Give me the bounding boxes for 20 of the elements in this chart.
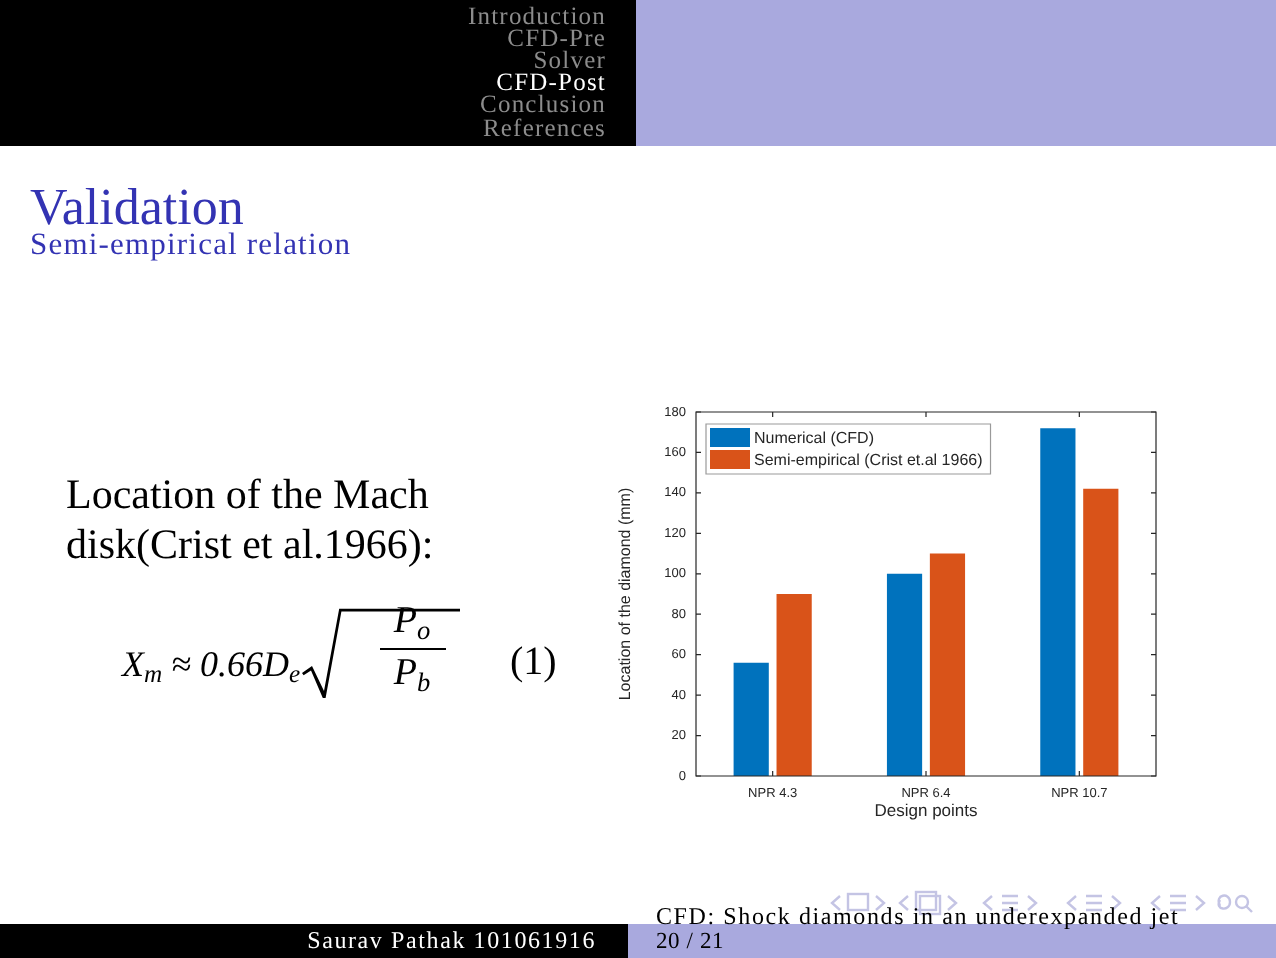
bar	[1040, 428, 1076, 776]
bar	[886, 573, 923, 776]
bar	[929, 553, 966, 776]
text: References	[482, 113, 606, 141]
text: (1)	[510, 640, 557, 684]
y-axis-title: Location of the diamond (mm)	[616, 487, 635, 701]
text: Saurav Pathak 101061916	[307, 926, 596, 954]
legend-label: Semi-empirical (Crist et.al 1966)	[754, 450, 984, 469]
x-axis-title: Design points	[874, 800, 978, 821]
text: P$_{b}$	[393, 652, 431, 697]
bar	[776, 594, 812, 776]
text: Semi-empirical relation	[30, 228, 352, 262]
legend-label: Numerical (CFD)	[754, 428, 875, 447]
bar	[1083, 488, 1119, 776]
text: 20 / 21	[656, 930, 725, 954]
bar	[733, 662, 769, 776]
text: Location of the Mach disk(Crist et al.1966):	[66, 470, 436, 570]
text: X$_{m}$ ≈ 0.66D$_{e}$	[122, 642, 301, 689]
text: CFD: Shock diamonds in an underexpanded jet	[656, 902, 1180, 930]
text: Introduction	[468, 1, 606, 29]
